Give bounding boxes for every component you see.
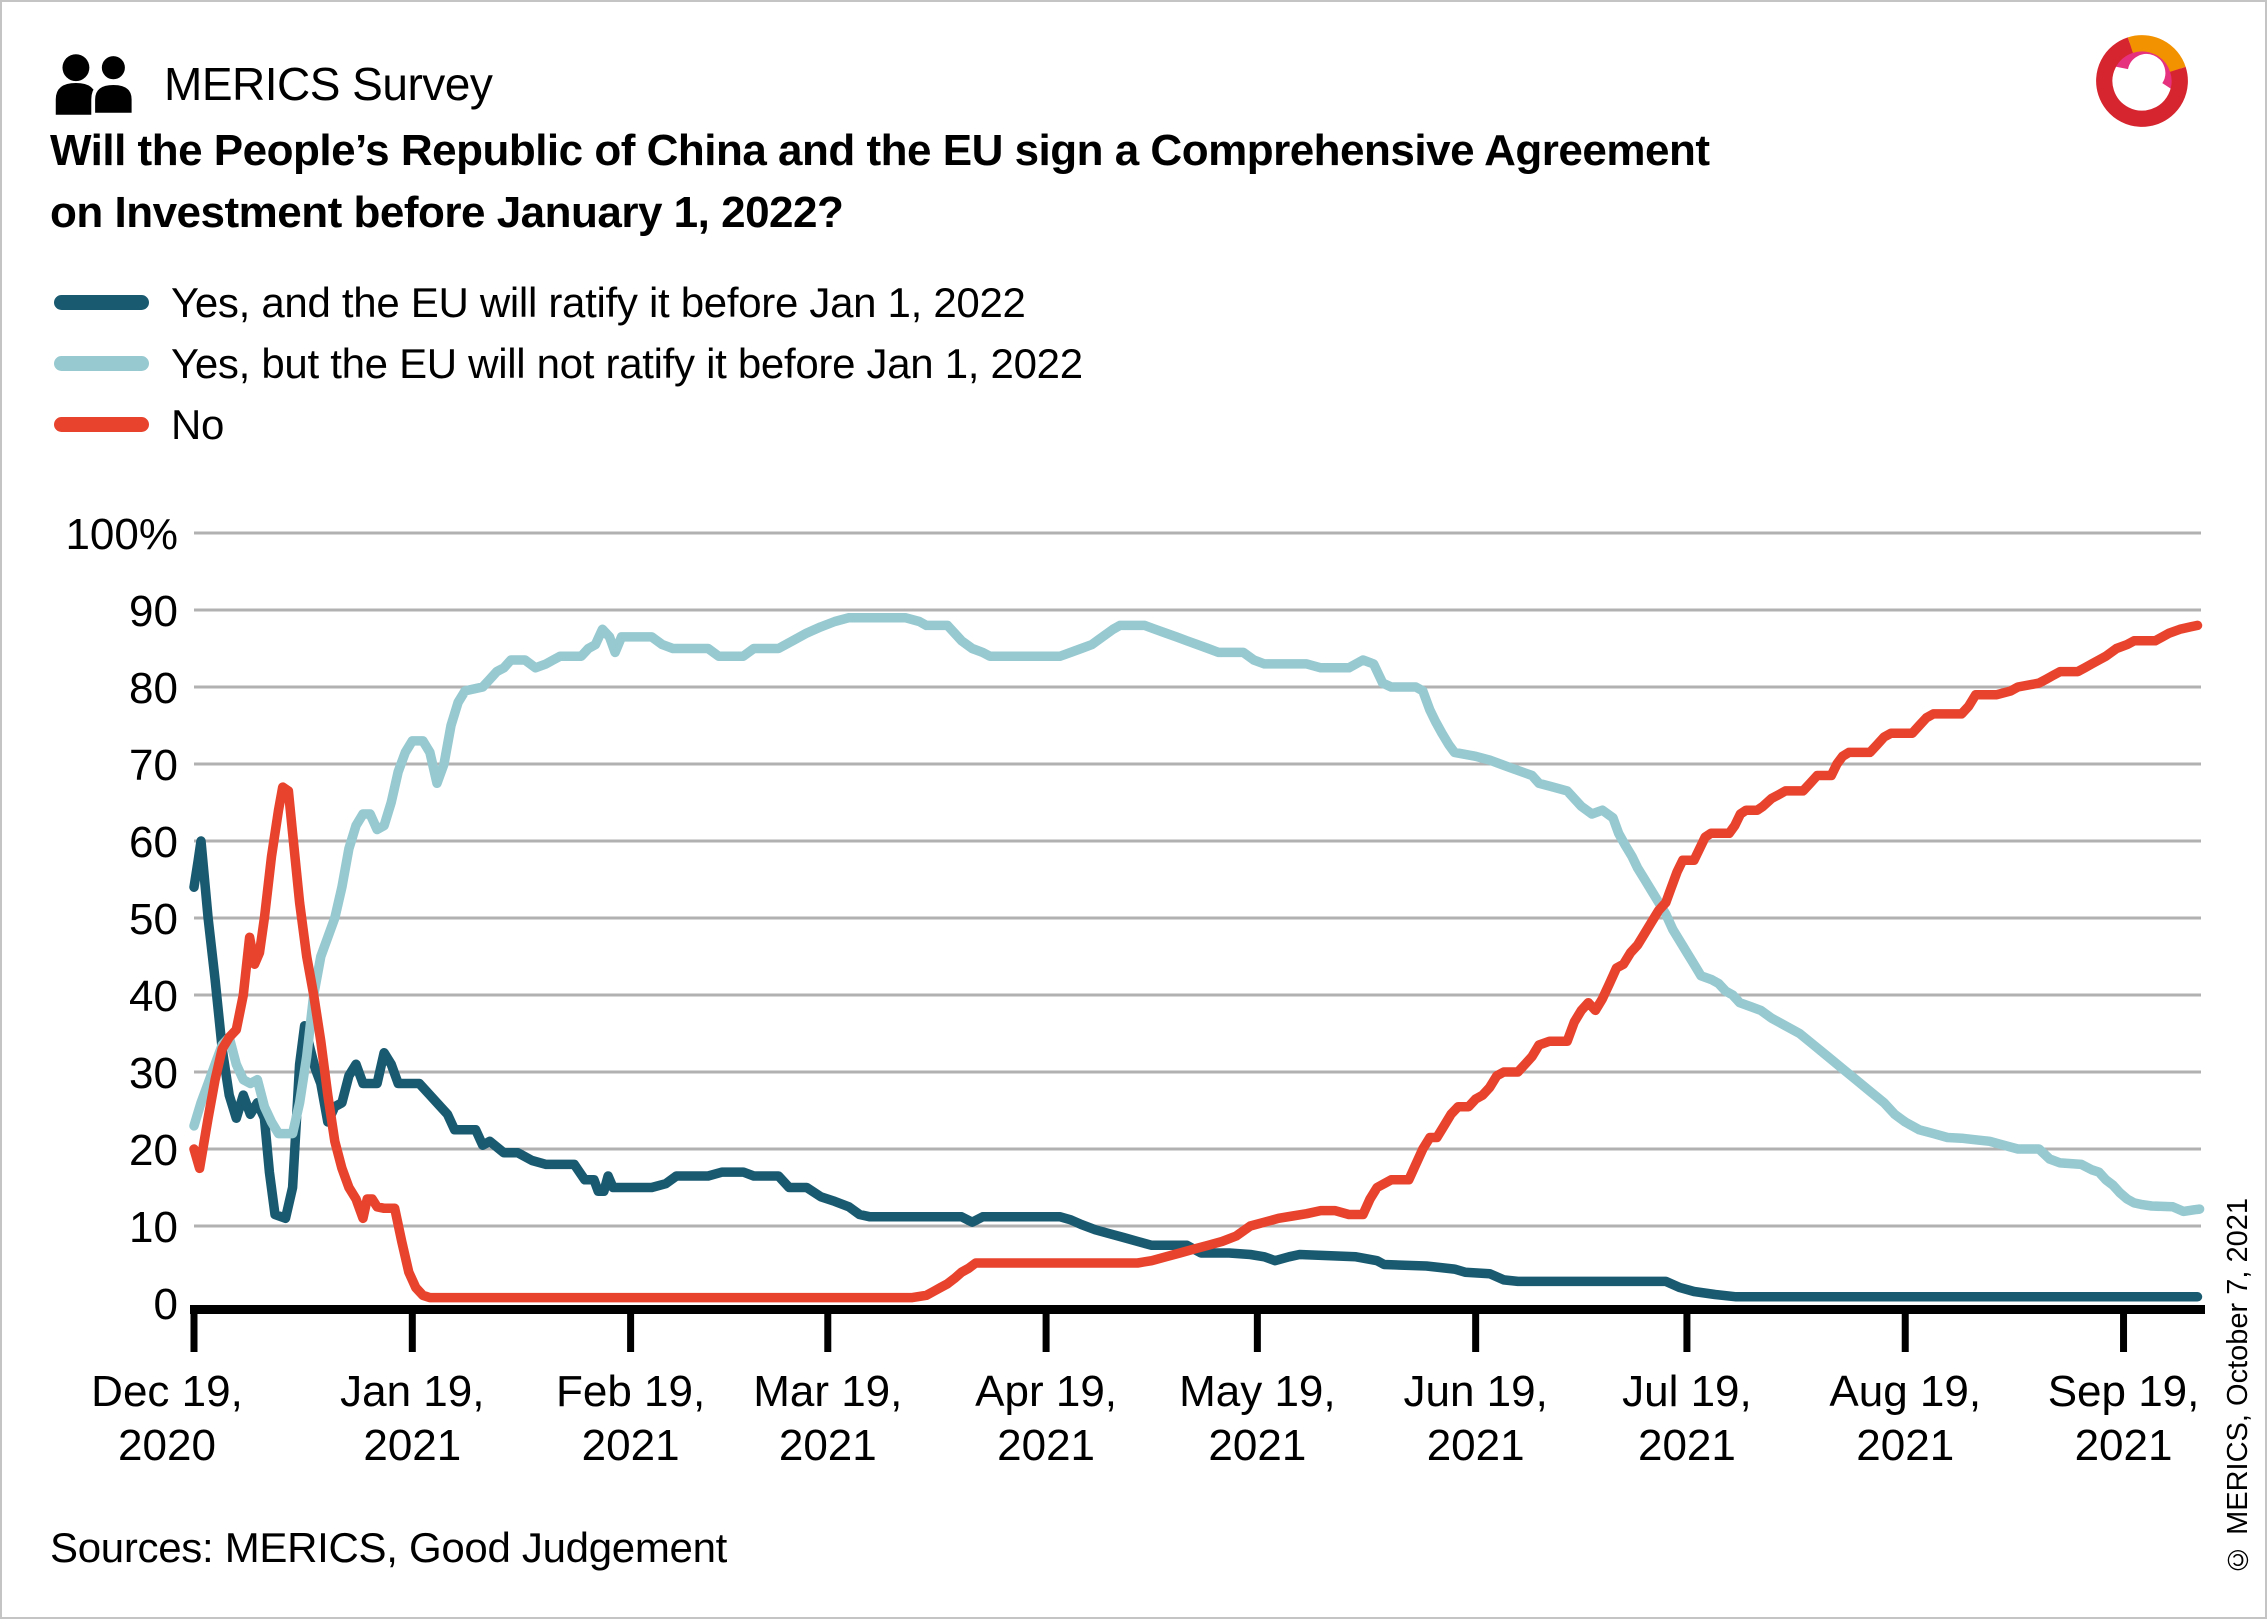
y-tick-label-70: 70: [129, 741, 178, 790]
legend-item-yes-ratify: Yes, and the EU will ratify it before Ja…: [54, 272, 1083, 333]
x-tick-label-line1: Apr 19,: [975, 1367, 1117, 1416]
y-tick-label-10: 10: [129, 1203, 178, 1252]
x-tick-label-line2: 2021: [997, 1421, 1095, 1470]
merics-logo-icon: [2091, 30, 2193, 132]
copyright-note: © MERICS, October 7, 2021: [2222, 1198, 2254, 1575]
y-tick-label-90: 90: [129, 587, 178, 636]
sources-note: Sources: MERICS, Good Judgement: [50, 1524, 728, 1571]
x-tick-label-line1: Sep 19,: [2048, 1367, 2200, 1416]
header: MERICS Survey: [50, 52, 493, 117]
title-line-1: Will the People’s Republic of China and …: [50, 126, 1710, 175]
x-tick-label-line1: May 19,: [1179, 1367, 1336, 1416]
people-icon: [50, 52, 146, 117]
legend-label: Yes, and the EU will ratify it before Ja…: [171, 278, 1026, 326]
y-tick-label-80: 80: [129, 664, 178, 713]
x-tick-label-line2: 2021: [779, 1421, 877, 1470]
x-tick-label-line1: Feb 19,: [556, 1367, 705, 1416]
x-tick-label-line2: 2021: [363, 1421, 461, 1470]
survey-kicker: MERICS Survey: [164, 58, 493, 110]
y-tick-label-20: 20: [129, 1126, 178, 1175]
x-tick-label-line1: Jun 19,: [1403, 1367, 1547, 1416]
legend-label: No: [171, 400, 225, 448]
legend-item-yes-not-ratify: Yes, but the EU will not ratify it befor…: [54, 333, 1083, 394]
y-tick-label-0: 0: [154, 1280, 178, 1329]
x-tick-label-line1: Jul 19,: [1622, 1367, 1752, 1416]
chart-title: Will the People’s Republic of China and …: [50, 120, 1710, 244]
x-tick-label-line1: Mar 19,: [753, 1367, 902, 1416]
y-tick-label-100: 100%: [65, 510, 178, 559]
x-tick-label-line2: 2021: [582, 1421, 680, 1470]
x-tick-label-line1: Dec 19,: [91, 1367, 243, 1416]
y-tick-label-50: 50: [129, 895, 178, 944]
legend-label: Yes, but the EU will not ratify it befor…: [171, 339, 1083, 387]
legend-item-no: No: [54, 394, 1083, 455]
title-line-2: on Investment before January 1, 2022?: [50, 188, 844, 237]
series-line-1: [189, 612, 2205, 1217]
legend-swatch-red: [54, 417, 149, 432]
x-tick-label-line2: 2021: [1856, 1421, 1954, 1470]
x-tick-label-line1: Aug 19,: [1829, 1367, 1981, 1416]
x-tick-label-line2: 2021: [1427, 1421, 1525, 1470]
series-line-2: [189, 620, 2203, 1303]
legend-swatch-light-teal: [54, 356, 149, 371]
legend-swatch-dark-teal: [54, 295, 149, 310]
x-tick-label-line2: 2021: [1208, 1421, 1306, 1470]
y-tick-label-60: 60: [129, 818, 178, 867]
y-tick-label-30: 30: [129, 1049, 178, 1098]
y-tick-label-40: 40: [129, 972, 178, 1021]
series-line-0: [189, 836, 2203, 1302]
x-tick-label-line2: 2020: [118, 1421, 216, 1470]
legend: Yes, and the EU will ratify it before Ja…: [54, 272, 1083, 455]
x-tick-label-line1: Jan 19,: [340, 1367, 484, 1416]
x-tick-label-line2: 2021: [2075, 1421, 2173, 1470]
x-tick-label-line2: 2021: [1638, 1421, 1736, 1470]
